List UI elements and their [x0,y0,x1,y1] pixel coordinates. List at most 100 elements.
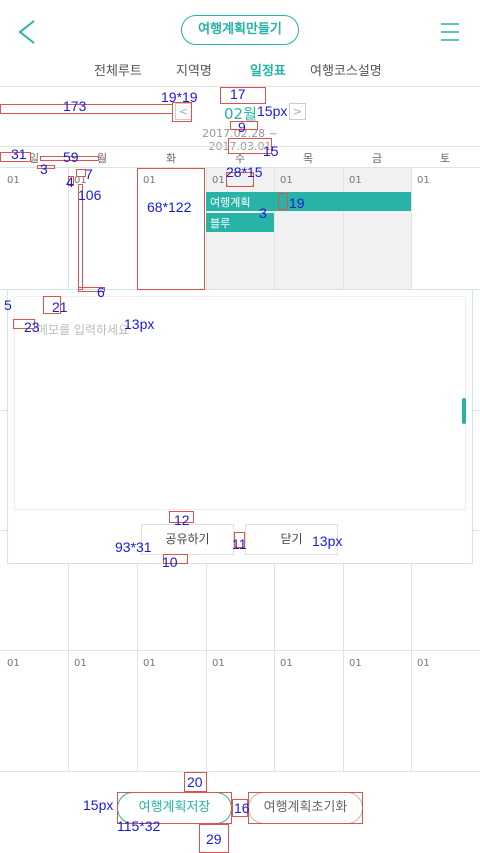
chevron-left-icon [18,20,35,44]
weekday-tue: 화 [165,152,177,165]
annotation-label: 9 [238,119,246,135]
event-blue-bar[interactable]: 블루 [206,213,274,232]
back-button[interactable] [14,18,40,46]
weekday-top-line [0,146,480,147]
weekday-mon: 월 [96,152,108,165]
day-number[interactable]: 01 [349,658,362,669]
annotation-label: 13px [124,316,155,332]
day-number[interactable]: 01 [7,175,20,186]
measure-box [232,799,248,817]
tab-course-description[interactable]: 여행코스설명 [310,64,382,79]
day-number[interactable]: 01 [417,175,430,186]
day-number[interactable]: 01 [349,175,362,186]
annotation-label: 17 [230,86,246,102]
measure-box [68,176,74,186]
grid-line [0,167,480,168]
annotation-label: 13px [312,533,343,549]
annotation-label: 10 [162,554,178,570]
annotation-label: 15px [83,797,114,813]
weekday-thu: 목 [302,152,314,165]
day-number[interactable]: 01 [143,658,156,669]
measure-box [78,287,105,292]
annotation-label: 115*32 [117,818,161,834]
memo-textarea[interactable]: 메모를 입력하세요 [14,296,466,510]
event-plan-label: 여행계획 [210,196,251,209]
tab-schedule[interactable]: 일정표 [250,64,286,79]
divider [0,86,480,87]
annotation-label: 3 [40,161,48,177]
next-month-button[interactable]: > [289,103,306,120]
day-number[interactable]: 01 [7,658,20,669]
annotation-label: 21 [52,299,68,315]
measure-box [172,102,192,122]
annotation-label: 11 [232,536,247,552]
measure-box [13,319,35,329]
date-range: 2017.02.28 ~ 2017.03.01 [202,127,278,153]
month-label: 02월 [224,105,257,123]
annotation-label: 7 [85,166,93,182]
annotation-label: 12 [174,512,190,528]
annotation-label: 19*19 [161,89,198,105]
annotation-label: 59 [63,149,79,165]
share-button[interactable]: 공유하기 [141,524,234,555]
day-number[interactable]: 01 [417,658,430,669]
day-number[interactable]: 01 [74,175,87,186]
measure-box [220,87,266,104]
annotation-label: 15px [257,103,288,119]
weekday-fri: 금 [371,152,383,165]
annotation-label: 68*122 [147,199,192,215]
day-number[interactable]: 01 [143,175,156,186]
measure-box [234,532,245,548]
measure-box [0,104,173,114]
annotation-label: 15 [263,143,279,159]
day-number[interactable]: 01 [212,175,225,186]
day-number[interactable]: 01 [74,658,87,669]
measure-box [226,172,254,187]
menu-button[interactable] [440,22,460,42]
measure-box [43,296,61,314]
annotation-label: 31 [11,146,27,162]
scrollbar-thumb[interactable] [462,398,466,424]
memo-placeholder: 메모를 입력하세요 [37,323,130,337]
memo-popup: 메모를 입력하세요 공유하기 닫기 [7,289,473,564]
measure-box [37,165,55,169]
grid-line [0,771,480,772]
measure-box [184,772,207,792]
annotation-label: 3 [259,205,267,221]
annotation-label: 20 [187,774,203,790]
grid-line [0,650,480,651]
measure-box [78,184,83,290]
annotation-label: 5 [4,297,12,313]
weekday-sat: 토 [439,152,451,165]
measure-box [0,152,31,162]
measure-box [117,792,232,824]
measure-box [230,121,258,130]
annotation-label: 16 [234,800,250,816]
annotation-label: 6 [97,284,105,300]
annotation-label: 93*31 [115,539,152,555]
weekday-wed: 수 [234,152,246,165]
annotation-label: 19 [289,195,305,211]
measure-box [76,169,86,177]
day-number[interactable]: 01 [280,175,293,186]
annotation-label: 29 [206,831,222,847]
measure-box [228,138,272,154]
tab-all-route[interactable]: 전체루트 [94,64,142,79]
measure-box [163,554,188,564]
measure-box [169,511,194,523]
tab-region[interactable]: 지역명 [176,64,212,79]
measure-box [40,156,99,161]
annotation-label: 4 [66,174,74,190]
close-button[interactable]: 닫기 [245,524,338,555]
annotation-label: 23 [24,319,40,335]
page-title: 여행계획만들기 [181,15,299,45]
event-plan-bar[interactable]: 여행계획 [206,192,411,211]
weekday-sun: 일 [28,152,40,165]
annotation-label: 173 [63,98,87,114]
measure-box [248,792,363,824]
annotation-label: 28*15 [226,164,263,180]
day-number[interactable]: 01 [212,658,225,669]
day-number[interactable]: 01 [280,658,293,669]
hamburger-icon [441,23,459,41]
measure-box [278,193,288,210]
